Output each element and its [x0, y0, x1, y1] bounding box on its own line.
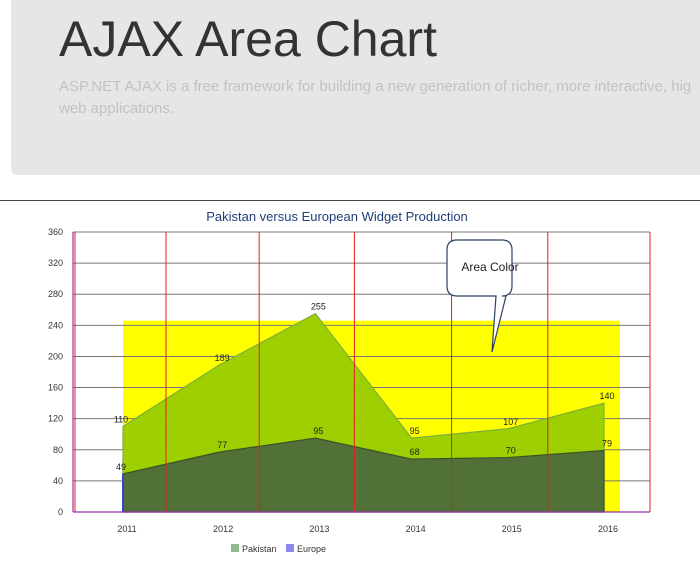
- area-chart: Pakistan versus European Widget Producti…: [48, 209, 651, 554]
- data-label-pakistan: 95: [410, 426, 420, 436]
- page-lead-line-1: ASP.NET AJAX is a free framework for bui…: [59, 78, 692, 95]
- y-tick-label: 120: [48, 414, 63, 424]
- x-tick-label: 2013: [309, 524, 329, 534]
- legend-swatch-pakistan: [231, 544, 239, 552]
- page-lead: ASP.NET AJAX is a free framework for bui…: [59, 76, 700, 120]
- data-label-pakistan: 189: [215, 353, 230, 363]
- data-label-europe: 95: [313, 426, 323, 436]
- y-tick-label: 160: [48, 383, 63, 393]
- legend-swatch-europe: [286, 544, 294, 552]
- legend-label-pakistan: Pakistan: [242, 544, 277, 554]
- chart-title: Pakistan versus European Widget Producti…: [206, 209, 468, 224]
- divider: [0, 200, 700, 201]
- data-label-europe: 68: [410, 447, 420, 457]
- data-label-pakistan: 107: [503, 417, 518, 427]
- callout-bubble: [446, 239, 513, 353]
- x-tick-label: 2011: [117, 524, 136, 534]
- y-tick-label: 320: [48, 258, 63, 268]
- x-tick-label: 2015: [502, 524, 522, 534]
- data-label-europe: 79: [602, 439, 612, 449]
- data-label-europe: 49: [116, 462, 126, 472]
- callout-text: Area Color: [461, 260, 518, 274]
- data-label-pakistan: 110: [114, 414, 128, 424]
- y-tick-label: 0: [58, 507, 63, 517]
- y-tick-label: 200: [48, 351, 63, 361]
- y-tick-label: 240: [48, 320, 63, 330]
- y-tick-label: 280: [48, 289, 63, 299]
- data-label-pakistan: 140: [599, 391, 614, 401]
- legend-label-europe: Europe: [297, 544, 326, 554]
- header-banner: [11, 0, 700, 175]
- page-title: AJAX Area Chart: [59, 11, 437, 67]
- y-tick-label: 40: [53, 476, 63, 486]
- x-tick-label: 2016: [598, 524, 618, 534]
- y-tick-label: 80: [53, 445, 63, 455]
- data-label-europe: 70: [506, 446, 516, 456]
- data-label-europe: 77: [217, 440, 227, 450]
- area-series-europe: [122, 437, 605, 513]
- page-lead-line-2: web applications.: [59, 100, 175, 117]
- x-tick-label: 2014: [406, 524, 426, 534]
- x-tick-label: 2012: [213, 524, 233, 534]
- data-label-pakistan: 255: [311, 302, 326, 312]
- y-tick-label: 360: [48, 227, 63, 237]
